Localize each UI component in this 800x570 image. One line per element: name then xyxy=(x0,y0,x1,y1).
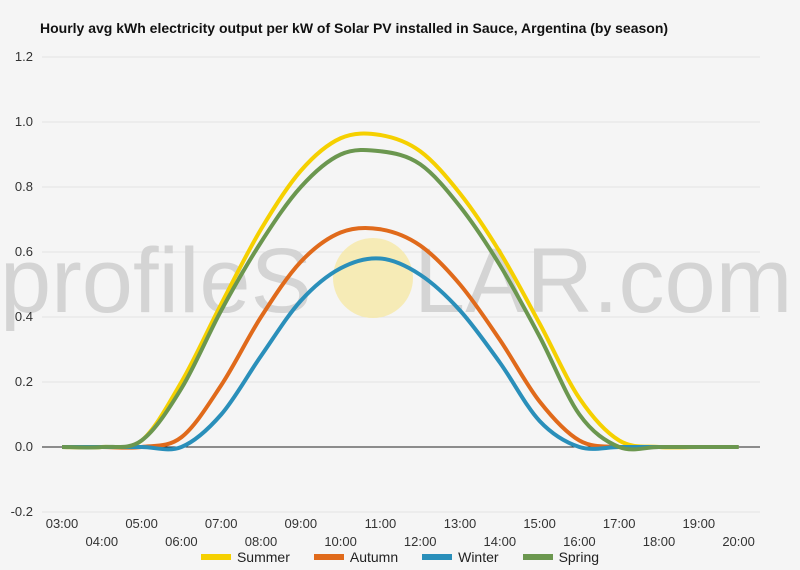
x-tick-label: 12:00 xyxy=(404,534,437,549)
x-axis-ticks: 03:00 04:00 05:00 06:00 07:00 08:00 09:00 10:00… xyxy=(46,516,755,549)
series-layer xyxy=(61,131,739,452)
x-tick-label: 08:00 xyxy=(245,534,278,549)
y-tick-label: 0.0 xyxy=(15,439,33,454)
x-tick-label: 07:00 xyxy=(205,516,238,531)
x-tick-label: 20:00 xyxy=(722,534,755,549)
x-tick-label: 13:00 xyxy=(444,516,477,531)
legend-swatch xyxy=(200,554,231,560)
x-tick-label: 15:00 xyxy=(523,516,556,531)
y-tick-label: 1.0 xyxy=(15,114,33,129)
y-tick-label: 0.4 xyxy=(15,309,33,324)
x-tick-label: 06:00 xyxy=(165,534,198,549)
legend-item-spring[interactable]: Spring xyxy=(522,549,600,565)
x-tick-label: 14:00 xyxy=(484,534,517,549)
series-line-summer xyxy=(61,131,739,450)
series-line-spring xyxy=(61,147,739,452)
x-tick-label: 18:00 xyxy=(643,534,676,549)
legend-label: Summer xyxy=(236,549,290,565)
legend-swatch xyxy=(422,554,453,560)
legend-label: Winter xyxy=(458,549,499,565)
x-tick-label: 19:00 xyxy=(683,516,716,531)
legend-item-autumn[interactable]: Autumn xyxy=(313,549,399,565)
y-tick-label: 0.8 xyxy=(15,179,33,194)
chart-title: Hourly avg kWh electricity output per kW… xyxy=(40,20,669,36)
y-tick-label: 1.2 xyxy=(15,49,33,64)
x-tick-label: 17:00 xyxy=(603,516,636,531)
watermark-text-right: LAR.com xyxy=(414,230,792,332)
x-tick-label: 09:00 xyxy=(285,516,318,531)
legend-label: Spring xyxy=(558,549,600,565)
y-tick-label: 0.6 xyxy=(15,244,33,259)
x-tick-label: 03:00 xyxy=(46,516,79,531)
watermark-text-left: profileS xyxy=(0,230,312,332)
x-tick-label: 04:00 xyxy=(86,534,119,549)
watermark-sun-icon xyxy=(333,238,413,318)
x-tick-label: 11:00 xyxy=(365,516,397,531)
y-tick-label: 0.2 xyxy=(15,374,33,389)
x-tick-label: 16:00 xyxy=(563,534,596,549)
legend-swatch xyxy=(522,554,553,560)
legend-item-winter[interactable]: Winter xyxy=(422,549,499,565)
legend: Summer Autumn Winter Spring xyxy=(0,549,800,565)
legend-item-summer[interactable]: Summer xyxy=(200,549,290,565)
x-tick-label: 10:00 xyxy=(324,534,357,549)
y-axis-ticks: 1.2 1.0 0.8 0.6 0.4 0.2 0.0 -0.2 xyxy=(11,49,33,519)
legend-swatch xyxy=(313,554,344,560)
x-tick-label: 05:00 xyxy=(125,516,158,531)
legend-label: Autumn xyxy=(349,549,399,565)
y-tick-label: -0.2 xyxy=(11,504,33,519)
